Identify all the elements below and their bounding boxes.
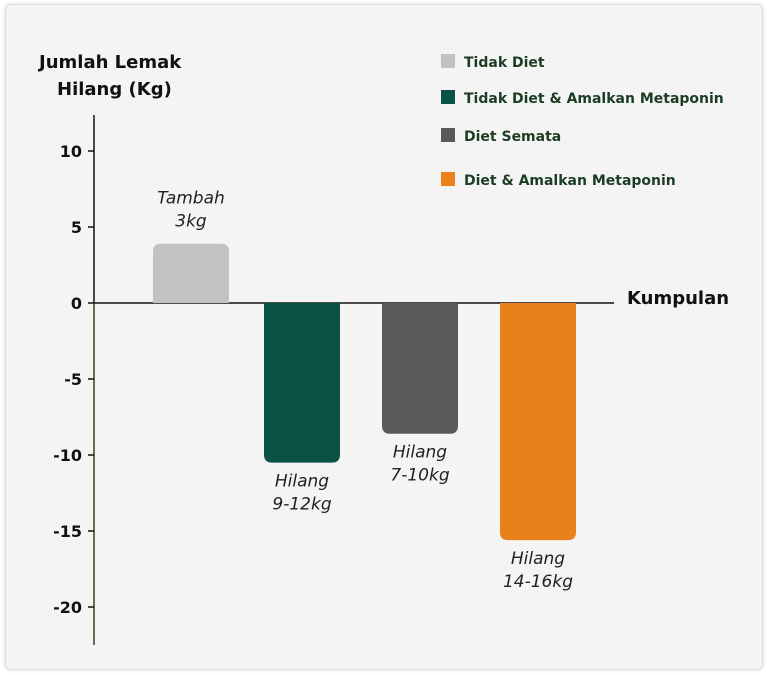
data-label: Hilang — [393, 443, 447, 463]
y-axis-label: Jumlah Lemak — [37, 52, 182, 73]
legend-swatch — [441, 54, 455, 68]
legend-label: Diet Semata — [464, 129, 561, 145]
legend-label: Tidak Diet & Amalkan Metaponin — [464, 91, 724, 107]
bar-2 — [264, 303, 340, 463]
bar-4 — [500, 303, 576, 541]
y-tick-label: 10 — [60, 142, 82, 161]
bar-3 — [382, 303, 458, 434]
data-label: 9-12kg — [272, 495, 331, 515]
data-label: Hilang — [275, 472, 329, 492]
data-label: Tambah — [157, 189, 225, 209]
data-label: Hilang — [511, 549, 565, 569]
x-axis-label: Kumpulan — [627, 288, 729, 309]
y-tick-label: 0 — [71, 294, 82, 313]
legend-label: Diet & Amalkan Metaponin — [464, 173, 676, 189]
y-tick-label: -15 — [53, 522, 82, 541]
data-label: 7-10kg — [390, 466, 449, 486]
data-label: 3kg — [175, 212, 207, 232]
y-tick-label: -10 — [53, 446, 82, 465]
legend-swatch — [441, 128, 455, 142]
y-axis-label: Hilang (Kg) — [57, 79, 172, 100]
legend-swatch — [441, 172, 455, 186]
legend-swatch — [441, 90, 455, 104]
data-label: 14-16kg — [503, 572, 573, 592]
y-tick-label: 5 — [71, 218, 82, 237]
legend-label: Tidak Diet — [464, 55, 545, 71]
y-tick-label: -5 — [64, 370, 82, 389]
bar-1 — [153, 243, 229, 303]
y-tick-label: -20 — [53, 598, 82, 617]
